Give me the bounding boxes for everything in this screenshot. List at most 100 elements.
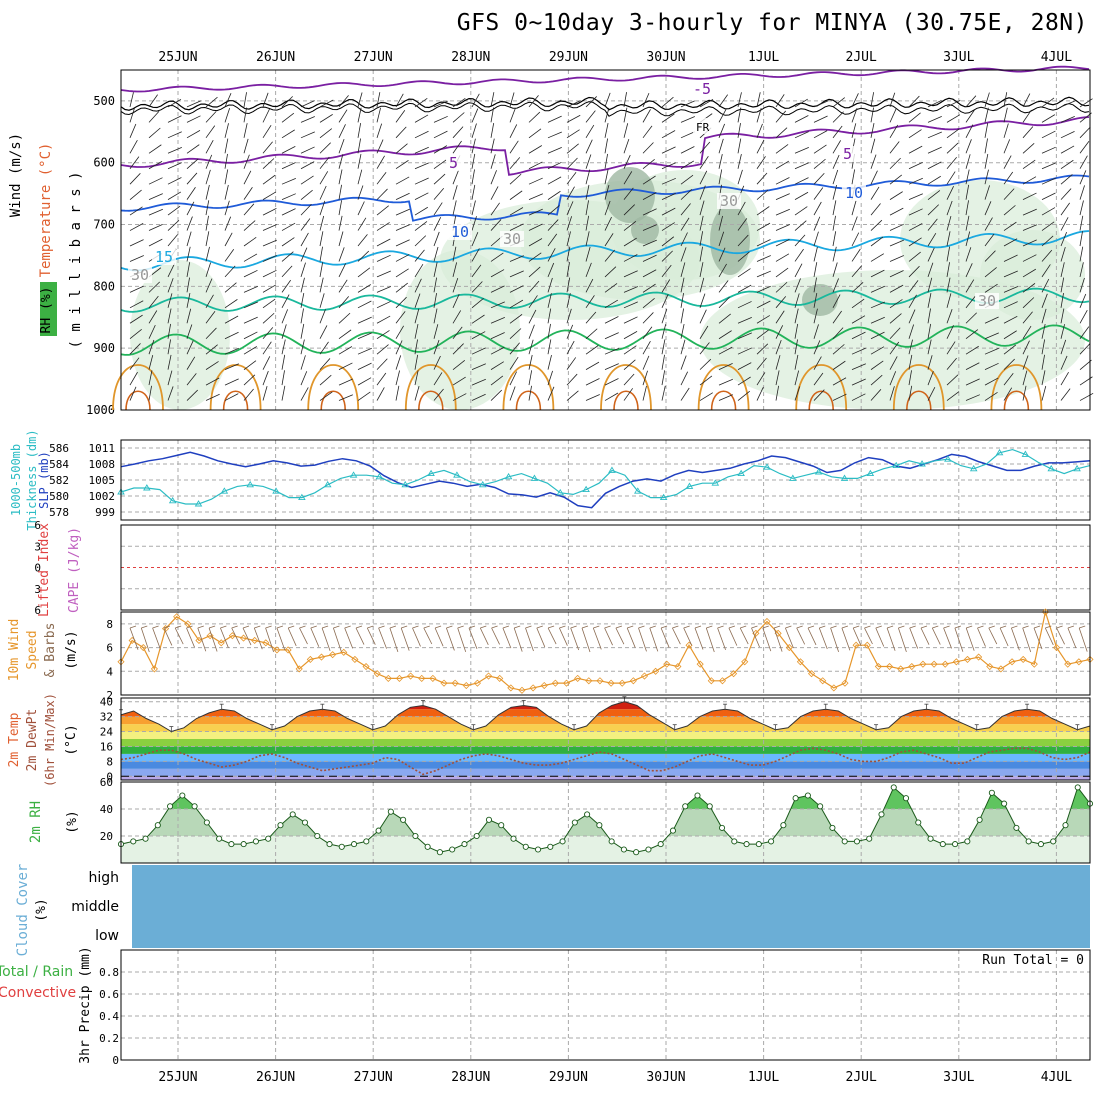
wind10-marker bbox=[640, 672, 649, 680]
wind10-barb-flag bbox=[1056, 625, 1063, 629]
wind-barb bbox=[889, 108, 897, 123]
wind-barb bbox=[338, 263, 347, 278]
wind-barb bbox=[1041, 192, 1056, 200]
wind10-marker bbox=[796, 658, 804, 666]
wind10-marker bbox=[763, 617, 771, 626]
wind-barb bbox=[319, 200, 326, 216]
wind-barb bbox=[832, 169, 839, 185]
wind-barb bbox=[243, 269, 258, 278]
wind10-barb-flag bbox=[288, 625, 295, 629]
wind-barb bbox=[1022, 355, 1029, 370]
wind10-barb-flag bbox=[841, 625, 849, 629]
wind-barb bbox=[984, 122, 989, 138]
wind10-barb bbox=[988, 627, 998, 645]
wind-barb bbox=[148, 281, 161, 293]
wind-barb bbox=[186, 129, 201, 139]
wind-barb bbox=[813, 356, 822, 370]
wind-barb bbox=[167, 308, 172, 324]
wind-barb bbox=[395, 160, 409, 170]
wind-barb bbox=[224, 393, 239, 401]
date-label-top: 27JUN bbox=[354, 50, 393, 65]
wind-barb bbox=[870, 360, 884, 370]
wind-barb bbox=[1079, 215, 1084, 231]
wind-barb bbox=[243, 170, 252, 185]
wind-barb bbox=[1022, 268, 1037, 278]
rh2m-marker bbox=[167, 803, 174, 810]
wind-barb bbox=[984, 217, 993, 231]
wind-barb bbox=[1022, 109, 1032, 123]
wind-barb bbox=[1079, 293, 1087, 308]
thickness-marker bbox=[298, 493, 306, 501]
wind-barb bbox=[756, 255, 771, 262]
rh2m-frame bbox=[120, 781, 1091, 864]
wind-barb bbox=[566, 216, 573, 231]
wind-barb bbox=[718, 123, 725, 138]
temp-band bbox=[121, 716, 1090, 725]
wind-barb bbox=[1041, 97, 1055, 108]
wind-barb bbox=[319, 262, 324, 277]
rh2m-marker bbox=[485, 816, 493, 823]
wind-barb bbox=[661, 222, 675, 231]
wind-barb bbox=[927, 175, 941, 185]
wind-barb bbox=[699, 309, 707, 324]
wind-barb bbox=[319, 309, 326, 324]
wind-barb bbox=[357, 92, 363, 108]
wind10-barb-flag bbox=[536, 625, 543, 629]
wind-barb bbox=[908, 193, 923, 201]
wind10-barb bbox=[457, 627, 467, 653]
date-label-bottom: 1JUL bbox=[748, 1070, 779, 1085]
wind-barb bbox=[813, 100, 828, 108]
wind-barb bbox=[490, 186, 499, 200]
wind10-barb bbox=[333, 627, 342, 652]
thickness-marker bbox=[530, 474, 539, 481]
wind-barb bbox=[433, 246, 439, 262]
wind-barb bbox=[984, 362, 999, 370]
wind-barb bbox=[300, 146, 315, 154]
wind-barb bbox=[965, 109, 975, 123]
wind-barb bbox=[965, 362, 980, 370]
thickness-marker bbox=[194, 500, 203, 507]
wind-barb bbox=[167, 220, 180, 231]
wind-barb bbox=[243, 236, 257, 247]
wind-barb bbox=[604, 299, 619, 309]
wind10-barb-flag bbox=[514, 625, 521, 629]
wind-barb bbox=[623, 301, 638, 309]
wind10-barb-flag bbox=[999, 625, 1007, 629]
wind-barb bbox=[452, 170, 459, 185]
wind-barb bbox=[490, 346, 505, 355]
wind-barb bbox=[927, 218, 938, 231]
wind-barb bbox=[281, 162, 296, 170]
wind-barb bbox=[604, 347, 619, 355]
rh2m-marker bbox=[902, 795, 910, 802]
wind-barb bbox=[851, 169, 856, 185]
wind10-marker bbox=[1041, 608, 1050, 616]
thickness-marker bbox=[220, 487, 229, 494]
wind-barb bbox=[946, 215, 952, 231]
wind10-barb-flag bbox=[141, 625, 148, 629]
wind-barb bbox=[300, 262, 306, 278]
wind10-marker bbox=[986, 662, 994, 671]
wind-barb bbox=[1022, 126, 1034, 139]
upper-ylabel-millibars: ( m i l l i b a r s ) bbox=[68, 171, 84, 348]
wind-barb bbox=[1003, 139, 1011, 154]
wind-barb bbox=[1079, 141, 1090, 154]
wind-barb bbox=[262, 174, 276, 185]
wind-barb bbox=[243, 138, 249, 154]
wind-barb bbox=[642, 370, 648, 386]
wind-barb bbox=[1003, 171, 1014, 185]
wind-barb bbox=[205, 111, 217, 123]
wind-barb bbox=[281, 339, 286, 355]
wind-barb bbox=[1060, 116, 1075, 123]
wind-barb bbox=[452, 310, 462, 324]
wind-barb bbox=[262, 108, 270, 123]
wind-barb bbox=[186, 262, 191, 277]
temp-contour-30 bbox=[892, 364, 945, 411]
rh2m-marker bbox=[988, 789, 995, 796]
wind-barb bbox=[148, 295, 159, 309]
wind-barb bbox=[243, 123, 248, 138]
wind-barb bbox=[1041, 177, 1056, 185]
wind10-marker bbox=[440, 679, 448, 687]
wind-barb bbox=[642, 224, 657, 231]
wind-barb bbox=[718, 330, 732, 340]
wind-barb bbox=[946, 128, 960, 139]
